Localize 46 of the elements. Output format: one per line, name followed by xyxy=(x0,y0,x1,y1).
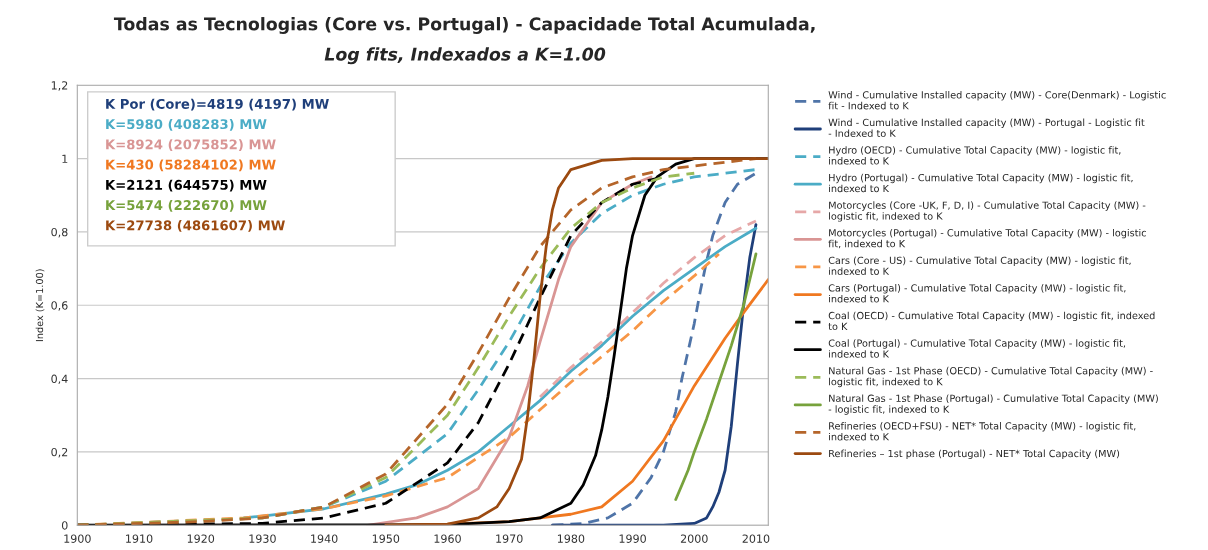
legend-label: Wind - Cumulative Installed capacity (MW) - Core(Denmark) - Logistic fit - Indexed to K xyxy=(828,90,1166,110)
x-tick-label: 2000 xyxy=(680,534,708,543)
legend-label: Hydro (OECD) - Cumulative Total Capacity (MW) - logistic fit, indexed to K xyxy=(829,146,1121,165)
legend-label: Motorcycles (Core -UK, F, D, I) - Cumulative Total Capacity (MW) - logistic fit, indexed to K xyxy=(829,201,1146,222)
annotation: K=5474 (222670) MW xyxy=(106,199,267,212)
y-tick-label: 0,6 xyxy=(51,301,68,311)
annotation: K=2121 (644575) MW xyxy=(106,179,267,192)
x-tick-label: 1940 xyxy=(311,534,338,543)
legend-label: Natural Gas - 1st Phase (OECD) - Cumulative Total Capacity (MW) - logistic fit, indexed to K xyxy=(829,366,1153,388)
y-tick-label: 0 xyxy=(61,521,68,530)
annotation: K=8924 (2075852) MW xyxy=(106,139,276,151)
annotation: K=27738 (4861607) MW xyxy=(106,220,285,232)
legend-label: Cars (Portugal) - Cumulative Total Capacity (MW) - logistic fit, indexed to K xyxy=(828,284,1126,303)
y-tick-label: 0,4 xyxy=(51,374,68,385)
legend-label: Cars (Core - US) - Cumulative Total Capacity (MW) - logistic fit, indexed to K xyxy=(828,256,1131,275)
annotation: K Por (Core)=4819 (4197) MW xyxy=(106,98,329,111)
legend-label: Natural Gas - 1st Phase (Portugal) - Cumulative Total Capacity (MW) - logistic fit, indexed to K xyxy=(828,394,1158,415)
legend-label: Wind - Cumulative Installed capacity (MW) - Portugal - Logistic fit - Indexed to K xyxy=(828,118,1145,137)
legend-label: Hydro (Portugal) - Cumulative Total Capacity (MW) - logistic fit, indexed to K xyxy=(829,173,1133,193)
x-tick-label: 1960 xyxy=(434,534,461,543)
y-tick-label: 1,2 xyxy=(51,81,68,91)
chart-title: Todas as Tecnologias (Core vs. Portugal) - Capacidade Total Acumulada, xyxy=(113,17,815,34)
chart-subtitle: Log fits, Indexados a K=1.00 xyxy=(324,47,606,65)
x-tick-label: 1920 xyxy=(187,534,215,543)
line-series xyxy=(538,219,758,399)
x-tick-label: 1970 xyxy=(496,534,523,543)
legend-label: Coal (OECD) - Cumulative Total Capacity (MW) - logistic fit, indexed to K xyxy=(828,311,1155,331)
x-tick-label: 1950 xyxy=(372,534,400,543)
x-tick-label: 1910 xyxy=(126,534,153,543)
line-series xyxy=(674,252,758,501)
x-tick-label: 1930 xyxy=(249,534,276,543)
legend-label: Motorcycles (Portugal) - Cumulative Total Capacity (MW) - logistic fit, indexed to K xyxy=(828,228,1146,249)
x-tick-label: 1900 xyxy=(64,534,91,543)
annotation: K=430 (58284102) MW xyxy=(106,159,276,172)
line-series xyxy=(384,157,769,526)
legend-label: Coal (Portugal) - Cumulative Total Capacity (MW) - logistic fit, indexed to K xyxy=(828,339,1126,358)
y-tick-label: 1 xyxy=(62,154,68,163)
y-tick-label: 0,8 xyxy=(51,227,68,238)
y-tick-label: 0,2 xyxy=(51,447,68,458)
y-axis-title: Index (K=1.00) xyxy=(35,269,45,342)
legend-label: Refineries – 1st phase (Portugal) - NET* Total Capacity (MW) xyxy=(829,449,1120,460)
x-tick-label: 2010 xyxy=(742,534,770,543)
legend-label: Refineries (OECD+FSU) - NET* Total Capacity (MW) - logistic fit, indexed to K xyxy=(829,422,1136,441)
annotation: K=5980 (408283) MW xyxy=(106,118,267,131)
x-tick-label: 1990 xyxy=(619,534,646,543)
x-tick-label: 1980 xyxy=(557,534,585,543)
